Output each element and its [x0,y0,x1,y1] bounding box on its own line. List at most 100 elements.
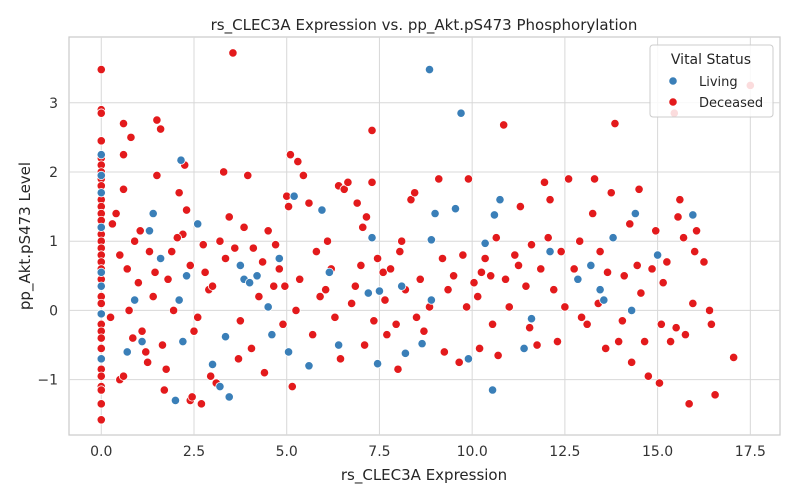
point-living [156,253,166,264]
point-deceased [230,243,240,253]
point-living [220,332,231,342]
point-deceased [543,233,553,243]
point-living [334,340,344,350]
point-deceased [280,281,290,291]
point-deceased [437,253,448,264]
point-deceased [219,167,229,177]
point-deceased [656,319,666,329]
point-living [367,233,377,243]
point-deceased [643,371,653,381]
point-deceased [96,136,106,146]
point-living [374,286,385,296]
point-living [215,381,225,392]
point-deceased [434,174,444,184]
point-deceased [259,368,270,378]
point-deceased [207,281,218,291]
point-deceased [486,271,496,281]
point-deceased [480,253,490,264]
point-living [96,354,106,364]
legend-title: Vital Status [671,52,751,68]
point-living [487,385,498,395]
point-deceased [335,354,346,364]
x-tick-label: 17.5 [735,444,766,460]
point-living [174,295,184,305]
point-deceased [491,233,501,243]
point-deceased [126,132,136,142]
y-axis-ticks: −1 0 1 2 3 [37,96,58,389]
point-living [181,271,192,281]
point-deceased [233,354,244,364]
point-deceased [270,240,281,250]
point-deceased [619,271,629,281]
point-deceased [254,291,264,302]
point-living [519,343,529,354]
point-living [170,395,181,405]
point-deceased [96,333,106,343]
point-deceased [96,415,106,425]
point-living [426,235,436,245]
point-deceased [285,150,296,160]
x-tick-label: 7.5 [368,444,390,460]
point-deceased [189,326,199,336]
point-deceased [148,291,158,302]
point-living [480,238,490,248]
point-living [430,208,440,219]
point-living [688,210,698,220]
point-living [599,295,609,305]
point-deceased [640,336,650,347]
point-deceased [96,108,106,118]
point-deceased [627,357,637,367]
point-living [397,281,407,291]
point-deceased [167,246,177,257]
point-deceased [575,236,585,246]
point-deceased [632,260,642,271]
point-living [573,274,583,284]
point-deceased [198,240,208,250]
x-tick-label: 10.0 [457,444,488,460]
point-deceased [206,371,216,381]
point-deceased [469,278,479,288]
point-deceased [461,302,472,312]
point-deceased [315,291,325,302]
point-deceased [163,274,173,284]
point-deceased [152,170,162,181]
point-deceased [96,343,106,354]
point-living [495,195,505,205]
point-deceased [181,205,192,215]
point-deceased [385,264,396,274]
point-deceased [500,274,511,284]
point-deceased [144,246,155,257]
point-deceased [680,330,691,340]
point-deceased [96,371,106,381]
point-deceased [706,319,716,329]
point-deceased [298,170,309,181]
point-living [317,205,327,215]
point-living [96,267,106,277]
point-living [130,295,140,305]
point-deceased [339,184,349,194]
point-living [96,309,106,319]
point-living [144,226,155,236]
point-deceased [688,298,698,309]
point-living [178,336,188,347]
point-deceased [105,312,116,322]
point-living [595,285,605,295]
point-deceased [443,285,453,295]
point-deceased [614,336,624,347]
point-deceased [96,399,106,409]
x-tick-label: 15.0 [642,444,673,460]
point-deceased [118,150,129,160]
point-deceased [552,336,563,347]
point-deceased [569,264,579,274]
point-deceased [168,305,179,316]
point-living [653,250,663,260]
point-deceased [228,48,238,58]
point-deceased [283,201,294,212]
point-deceased [258,257,268,267]
point-deceased [224,212,234,222]
point-deceased [449,271,459,281]
point-deceased [513,260,524,271]
point-living [489,210,500,220]
series-living [96,64,698,405]
point-deceased [367,125,377,136]
